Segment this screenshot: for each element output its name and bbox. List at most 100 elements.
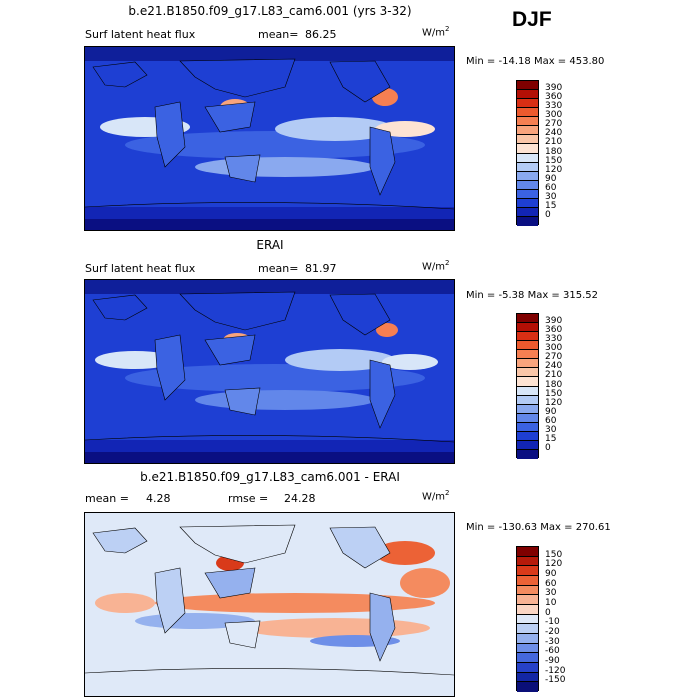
colorbar-tick-label: 30 [545, 588, 557, 599]
colorbar-swatch [517, 162, 538, 172]
colorbar-swatch [517, 368, 538, 378]
colorbar-tick-label: 15 [545, 200, 557, 211]
colorbar-swatch [517, 682, 538, 692]
colorbar-tick-label: 0 [545, 607, 551, 618]
colorbar-tick-label: 60 [545, 182, 557, 193]
colorbar-swatch [517, 180, 538, 190]
panel1-colorbar-labels: 390 360 330 300 270 240 210 180 150 120 90 60 30 15 0 [545, 80, 585, 225]
panel3-map [84, 512, 455, 697]
colorbar-swatch [517, 207, 538, 217]
colorbar-swatch [517, 585, 538, 596]
colorbar-swatch [517, 126, 538, 136]
colorbar-tick-label: 390 [545, 83, 563, 94]
colorbar-tick-label: 60 [545, 578, 557, 589]
panel3-colorbar-labels: 150 120 90 60 30 10 0 -10 -20 -30 -60 -90 -120 -150 [545, 546, 585, 691]
panel3-rmse-value: 24.28 [284, 492, 316, 505]
colorbar-tick-label: 240 [545, 128, 563, 139]
colorbar-tick-label: 10 [545, 598, 557, 608]
colorbar-swatch [517, 633, 538, 644]
colorbar-tick-label: 360 [545, 325, 563, 336]
colorbar-swatch [517, 198, 538, 208]
colorbar-swatch [517, 566, 538, 576]
panel2-colorbar-labels: 390 360 330 300 270 240 210 180 150 120 90 60 30 15 0 [545, 313, 585, 458]
colorbar-tick-label: -90 [545, 656, 560, 666]
colorbar-tick-label: 360 [545, 92, 563, 103]
colorbar-tick-label: 120 [545, 397, 563, 408]
colorbar-swatch [517, 90, 538, 100]
colorbar-tick-label: 150 [545, 155, 563, 166]
colorbar-tick-label: -20 [545, 627, 560, 637]
colorbar-swatch [517, 314, 538, 324]
colorbar-swatch [517, 323, 538, 333]
colorbar-tick-label: 90 [545, 406, 557, 417]
colorbar-swatch [517, 431, 538, 441]
colorbar-swatch [517, 359, 538, 369]
colorbar-tick-label: 120 [545, 164, 563, 175]
colorbar-swatch [517, 350, 538, 360]
colorbar-tick-label: 300 [545, 110, 563, 121]
panel2-map [84, 279, 455, 464]
colorbar-tick-label: 30 [545, 424, 557, 435]
colorbar-swatch [517, 386, 538, 396]
colorbar-tick-label: 90 [545, 173, 557, 184]
panel2-colorbar [516, 313, 539, 459]
colorbar-tick-label: 180 [545, 146, 563, 157]
colorbar-swatch [517, 556, 538, 567]
colorbar-tick-label: -150 [545, 675, 566, 686]
panel2-mean-value: 81.97 [305, 262, 337, 275]
panel3-mean-label: mean = [85, 492, 129, 505]
panel1-mean-label: mean= [258, 28, 299, 41]
colorbar-swatch [517, 653, 538, 663]
colorbar-tick-label: 120 [545, 559, 563, 570]
panel2-mean-label: mean= [258, 262, 299, 275]
colorbar-tick-label: 60 [545, 415, 557, 426]
colorbar-swatch [517, 377, 538, 387]
colorbar-swatch [517, 135, 538, 145]
colorbar-tick-label: -60 [545, 646, 560, 657]
colorbar-swatch [517, 332, 538, 342]
season-label: DJF [512, 8, 552, 31]
colorbar-swatch [517, 595, 538, 605]
colorbar-swatch [517, 575, 538, 586]
colorbar-tick-label: 390 [545, 316, 563, 327]
colorbar-tick-label: 30 [545, 191, 557, 202]
colorbar-swatch [517, 440, 538, 450]
panel3-units: W/m2 [422, 489, 450, 503]
colorbar-tick-label: 90 [545, 569, 557, 579]
colorbar-swatch [517, 404, 538, 414]
colorbar-tick-label: 0 [545, 442, 551, 453]
colorbar-swatch [517, 624, 538, 634]
panel1-title: b.e21.B1850.f09_g17.L83_cam6.001 (yrs 3-… [128, 4, 412, 18]
panel1-minmax: Min = -14.18 Max = 453.80 [466, 56, 605, 67]
colorbar-swatch [517, 449, 538, 459]
colorbar-swatch [517, 153, 538, 163]
colorbar-swatch [517, 422, 538, 432]
colorbar-swatch [517, 395, 538, 405]
panel3-rmse-label: rmse = [228, 492, 269, 505]
colorbar-tick-label: 0 [545, 209, 551, 220]
colorbar-swatch [517, 81, 538, 91]
colorbar-tick-label: 15 [545, 433, 557, 444]
colorbar-tick-label: 150 [545, 549, 563, 560]
colorbar-tick-label: 180 [545, 379, 563, 390]
colorbar-tick-label: 330 [545, 101, 563, 112]
colorbar-tick-label: 240 [545, 361, 563, 372]
colorbar-swatch [517, 614, 538, 625]
colorbar-swatch [517, 108, 538, 118]
colorbar-swatch [517, 604, 538, 615]
colorbar-tick-label: 150 [545, 388, 563, 399]
panel2-variable: Surf latent heat flux [85, 262, 196, 275]
colorbar-swatch [517, 99, 538, 109]
colorbar-swatch [517, 216, 538, 226]
panel3-colorbar [516, 546, 539, 692]
colorbar-swatch [517, 144, 538, 154]
colorbar-swatch [517, 643, 538, 654]
panel2-title: ERAI [256, 238, 284, 252]
colorbar-swatch [517, 341, 538, 351]
colorbar-tick-label: 270 [545, 119, 563, 130]
colorbar-swatch [517, 171, 538, 181]
colorbar-tick-label: 330 [545, 334, 563, 345]
colorbar-swatch [517, 547, 538, 557]
panel2-minmax: Min = -5.38 Max = 315.52 [466, 290, 598, 301]
colorbar-swatch [517, 662, 538, 673]
